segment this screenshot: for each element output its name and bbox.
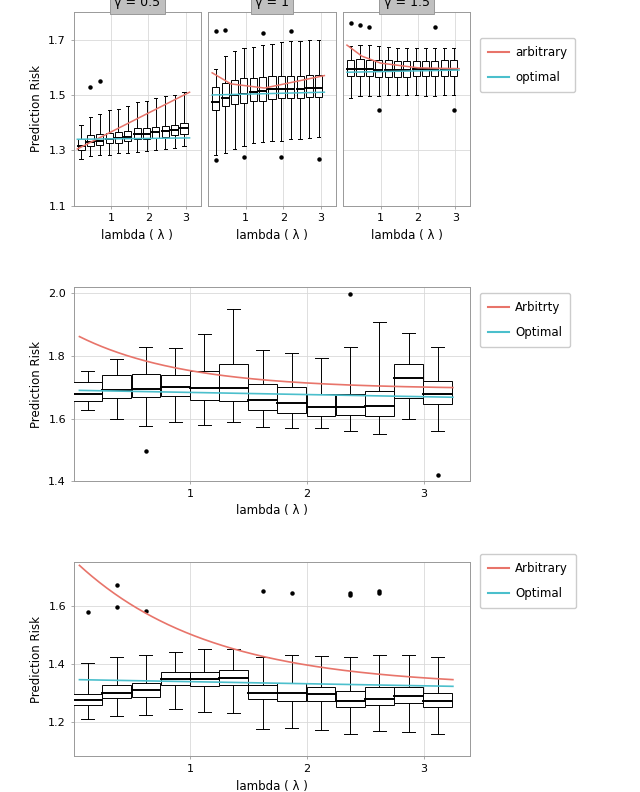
FancyBboxPatch shape	[423, 693, 452, 706]
FancyBboxPatch shape	[277, 387, 307, 413]
X-axis label: lambda ( λ ): lambda ( λ )	[236, 229, 308, 242]
FancyBboxPatch shape	[161, 375, 189, 396]
FancyBboxPatch shape	[259, 77, 266, 101]
Legend: Arbitrty, Optimal: Arbitrty, Optimal	[479, 292, 570, 347]
FancyBboxPatch shape	[450, 60, 457, 76]
FancyBboxPatch shape	[307, 687, 335, 701]
FancyBboxPatch shape	[423, 381, 452, 403]
FancyBboxPatch shape	[385, 60, 392, 77]
FancyBboxPatch shape	[278, 76, 285, 98]
FancyBboxPatch shape	[162, 126, 169, 136]
FancyBboxPatch shape	[143, 128, 150, 139]
FancyBboxPatch shape	[287, 75, 294, 97]
FancyBboxPatch shape	[375, 60, 382, 77]
FancyBboxPatch shape	[394, 61, 401, 77]
FancyBboxPatch shape	[422, 61, 429, 76]
FancyBboxPatch shape	[268, 76, 276, 99]
FancyBboxPatch shape	[219, 364, 248, 402]
FancyBboxPatch shape	[241, 78, 248, 103]
FancyBboxPatch shape	[161, 672, 189, 684]
FancyBboxPatch shape	[96, 135, 103, 146]
FancyBboxPatch shape	[132, 683, 161, 697]
FancyBboxPatch shape	[248, 384, 277, 409]
FancyBboxPatch shape	[106, 133, 113, 143]
FancyBboxPatch shape	[190, 672, 219, 687]
FancyBboxPatch shape	[316, 75, 323, 97]
FancyBboxPatch shape	[250, 78, 257, 101]
FancyBboxPatch shape	[87, 135, 94, 147]
FancyBboxPatch shape	[180, 124, 188, 135]
FancyBboxPatch shape	[190, 371, 219, 400]
FancyBboxPatch shape	[124, 131, 131, 142]
X-axis label: lambda ( λ ): lambda ( λ )	[236, 779, 308, 792]
FancyBboxPatch shape	[152, 127, 159, 138]
Y-axis label: Prediction Risk: Prediction Risk	[29, 616, 43, 703]
FancyBboxPatch shape	[365, 687, 394, 705]
FancyBboxPatch shape	[347, 59, 355, 76]
Legend: Arbitrary, Optimal: Arbitrary, Optimal	[479, 554, 576, 608]
Title: γ = 0.5: γ = 0.5	[114, 0, 160, 10]
X-axis label: lambda ( λ ): lambda ( λ )	[101, 229, 173, 242]
FancyBboxPatch shape	[77, 139, 84, 150]
FancyBboxPatch shape	[394, 687, 423, 703]
Title: γ = 1.5: γ = 1.5	[384, 0, 430, 10]
FancyBboxPatch shape	[221, 82, 228, 106]
FancyBboxPatch shape	[73, 382, 102, 402]
FancyBboxPatch shape	[212, 86, 220, 110]
FancyBboxPatch shape	[413, 61, 420, 76]
FancyBboxPatch shape	[171, 125, 178, 135]
FancyBboxPatch shape	[307, 394, 335, 416]
FancyBboxPatch shape	[231, 80, 238, 104]
FancyBboxPatch shape	[102, 375, 131, 398]
FancyBboxPatch shape	[441, 60, 448, 76]
FancyBboxPatch shape	[115, 132, 122, 143]
FancyBboxPatch shape	[365, 391, 394, 416]
Y-axis label: Prediction Risk: Prediction Risk	[29, 65, 43, 152]
FancyBboxPatch shape	[296, 75, 303, 97]
FancyBboxPatch shape	[219, 670, 248, 684]
FancyBboxPatch shape	[336, 394, 365, 415]
FancyBboxPatch shape	[431, 61, 438, 76]
FancyBboxPatch shape	[356, 59, 364, 75]
Y-axis label: Prediction Risk: Prediction Risk	[29, 341, 43, 428]
FancyBboxPatch shape	[102, 685, 131, 698]
FancyBboxPatch shape	[306, 75, 313, 97]
FancyBboxPatch shape	[248, 685, 277, 699]
X-axis label: lambda ( λ ): lambda ( λ )	[371, 229, 443, 242]
FancyBboxPatch shape	[73, 694, 102, 705]
Legend: arbitrary, optimal: arbitrary, optimal	[479, 37, 575, 92]
FancyBboxPatch shape	[394, 364, 423, 398]
FancyBboxPatch shape	[277, 683, 307, 701]
FancyBboxPatch shape	[336, 691, 365, 706]
X-axis label: lambda ( λ ): lambda ( λ )	[236, 505, 308, 517]
FancyBboxPatch shape	[366, 59, 373, 76]
FancyBboxPatch shape	[132, 374, 161, 398]
FancyBboxPatch shape	[403, 61, 410, 77]
Title: γ = 1: γ = 1	[255, 0, 289, 10]
FancyBboxPatch shape	[134, 128, 141, 139]
